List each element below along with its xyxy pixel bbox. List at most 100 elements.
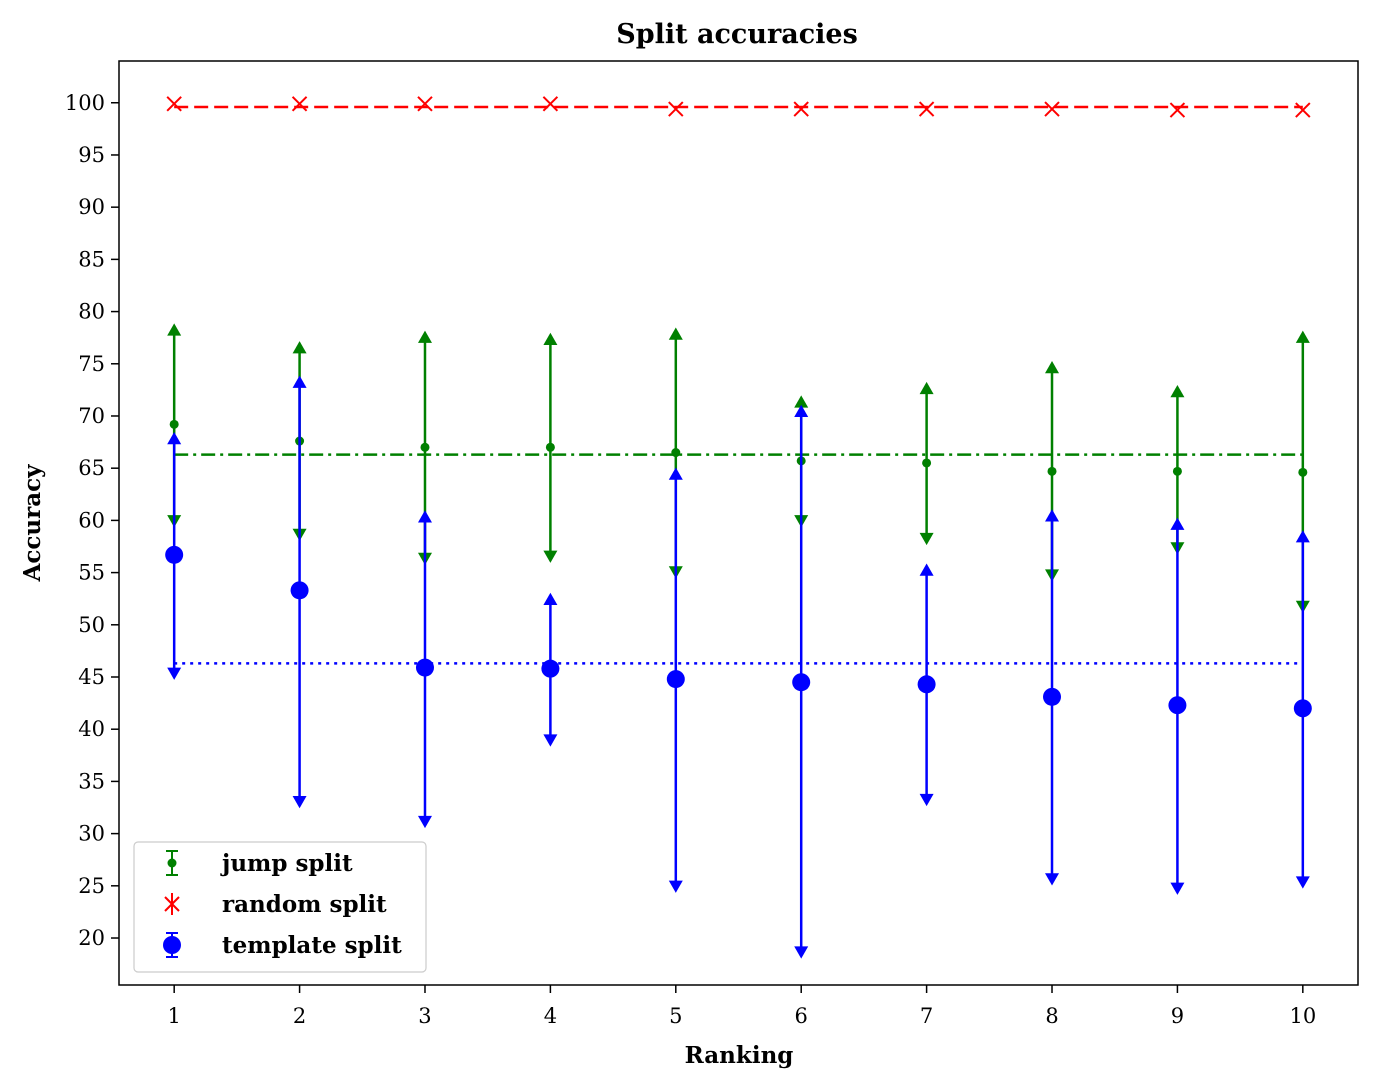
legend-item: template split	[163, 932, 402, 959]
data-point	[793, 101, 809, 117]
data-point	[169, 419, 179, 429]
data-point	[1168, 696, 1187, 715]
y-tick-label: 100	[65, 91, 105, 115]
y-tick-label: 95	[78, 143, 105, 167]
upper-limit-arrow	[543, 332, 558, 346]
y-tick-label: 80	[78, 300, 105, 324]
upper-limit-arrow	[1045, 509, 1060, 522]
x-tick-label: 3	[418, 1004, 431, 1028]
data-point	[542, 96, 559, 112]
data-point	[541, 659, 560, 678]
lower-limit-arrow	[1295, 876, 1310, 889]
data-point	[1298, 467, 1308, 477]
x-axis: 1 2 3 4 5 6 7 8 9 10	[167, 985, 1316, 1028]
data-point	[668, 101, 684, 117]
data-point-stroke	[291, 96, 308, 112]
legend-marker-icon	[164, 896, 180, 912]
y-tick-label: 20	[78, 926, 105, 950]
x-tick-label: 5	[669, 1004, 682, 1028]
y-tick-label: 60	[78, 508, 105, 532]
lower-limit-arrow	[543, 734, 558, 747]
y-tick-label: 55	[78, 561, 105, 585]
upper-limit-arrow	[1295, 530, 1310, 543]
x-tick-label: 2	[293, 1004, 306, 1028]
upper-limit-arrow	[794, 404, 809, 418]
upper-limit-arrow	[1295, 330, 1310, 343]
x-tick-label: 10	[1289, 1004, 1316, 1028]
upper-limit-arrow	[167, 431, 182, 445]
y-tick-label: 30	[78, 822, 105, 846]
legend-item: jump split	[166, 850, 353, 877]
x-tick-label: 4	[544, 1004, 557, 1028]
data-point	[420, 442, 430, 452]
legend-item: random split	[164, 891, 387, 918]
data-point	[1047, 466, 1057, 476]
data-point	[922, 458, 932, 468]
x-tick-label: 1	[167, 1004, 180, 1028]
data-point-stroke	[793, 101, 809, 117]
data-point	[1293, 699, 1312, 718]
data-point	[417, 96, 433, 112]
upper-limit-arrow	[668, 327, 683, 340]
lower-limit-arrow	[668, 880, 683, 893]
chart-title: Split accuracies	[616, 19, 858, 50]
data-point	[291, 96, 308, 112]
data-point-stroke	[918, 101, 935, 117]
upper-limit-arrow	[1045, 360, 1060, 374]
legend-marker-icon-stroke	[164, 896, 180, 912]
upper-limit-arrow	[919, 563, 934, 576]
y-axis-label: Accuracy	[19, 464, 46, 583]
plot-frame	[118, 60, 1359, 986]
series-template-split	[165, 375, 1312, 959]
lower-limit-arrow	[919, 793, 934, 807]
upper-limit-arrow	[794, 395, 809, 408]
data-point-stroke	[668, 101, 684, 117]
x-tick-label: 8	[1045, 1004, 1058, 1028]
y-tick-label: 50	[78, 613, 105, 637]
data-point-stroke	[542, 96, 559, 112]
y-tick-label: 25	[78, 874, 105, 898]
x-tick-label: 7	[920, 1004, 933, 1028]
legend-label: random split	[222, 891, 387, 918]
data-point-stroke	[417, 96, 433, 112]
y-tick-label: 90	[78, 195, 105, 219]
upper-limit-arrow	[417, 330, 432, 343]
y-tick-label: 40	[78, 717, 105, 741]
upper-limit-arrow	[1170, 384, 1185, 398]
upper-limit-arrow	[292, 375, 307, 388]
data-point	[792, 673, 811, 692]
y-tick-label: 85	[78, 247, 105, 271]
data-point	[1172, 466, 1182, 476]
y-tick-label: 35	[78, 769, 105, 793]
x-tick-label: 9	[1171, 1004, 1184, 1028]
data-point	[1044, 101, 1060, 117]
legend-marker-icon	[163, 936, 181, 954]
upper-limit-arrow	[919, 381, 934, 395]
legend-label: jump split	[220, 850, 353, 877]
legend-frame	[133, 841, 427, 973]
upper-limit-arrow	[1170, 517, 1185, 530]
plot-area	[165, 96, 1312, 959]
lower-limit-arrow	[543, 550, 558, 563]
y-axis: 20 25 30 35 40 45 50 55 60 65 70 75 80 85 90 95 100	[65, 91, 119, 950]
y-tick-label: 45	[78, 665, 105, 689]
data-point	[166, 96, 182, 112]
data-point	[671, 448, 681, 458]
lower-limit-arrow	[417, 815, 432, 829]
series-random-split	[166, 96, 1311, 118]
y-tick-label: 75	[78, 352, 105, 376]
legend-marker-icon	[167, 858, 177, 868]
upper-limit-arrow	[668, 467, 683, 480]
data-point	[1169, 102, 1186, 118]
upper-limit-arrow	[292, 341, 307, 354]
data-point-stroke	[1044, 101, 1060, 117]
data-point	[165, 545, 184, 564]
data-point	[666, 670, 685, 689]
upper-limit-arrow	[543, 592, 558, 605]
legend-label: template split	[222, 932, 402, 959]
x-tick-label: 6	[795, 1004, 808, 1028]
lower-limit-arrow	[919, 532, 934, 546]
y-tick-label: 65	[78, 456, 105, 480]
data-point	[1043, 687, 1062, 706]
